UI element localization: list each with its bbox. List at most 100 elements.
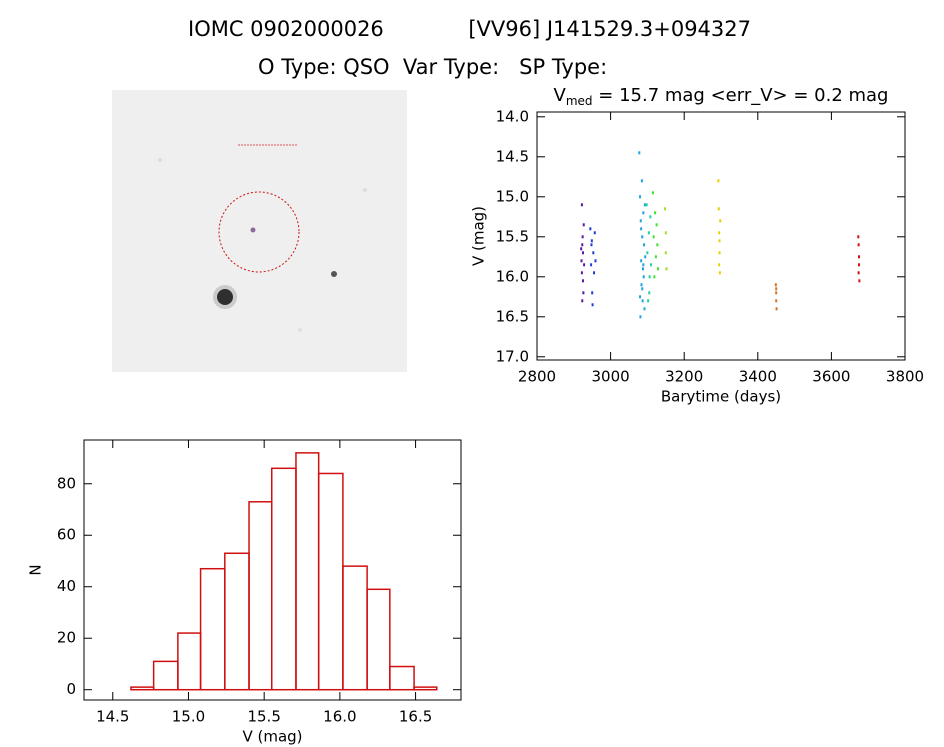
histogram-bar bbox=[248, 501, 273, 691]
data-point bbox=[591, 303, 594, 307]
histogram-bar bbox=[317, 472, 344, 691]
data-point bbox=[654, 211, 657, 215]
data-point bbox=[646, 251, 649, 255]
data-point bbox=[858, 255, 860, 259]
data-point bbox=[664, 231, 667, 235]
data-point bbox=[592, 251, 595, 255]
data-point bbox=[643, 243, 646, 247]
y-tick-label: 0 bbox=[66, 680, 76, 698]
histogram-bar bbox=[199, 567, 226, 691]
object-name: [VV96] J141529.3+094327 bbox=[468, 17, 751, 41]
data-point bbox=[580, 271, 583, 275]
x-tick-label: 16.0 bbox=[323, 708, 356, 726]
histogram-bar bbox=[295, 452, 320, 691]
y-tick-label: 17.0 bbox=[496, 347, 529, 365]
data-point bbox=[641, 235, 644, 239]
y-tick-label: 40 bbox=[57, 577, 76, 595]
sky-image bbox=[112, 90, 407, 372]
data-point bbox=[717, 179, 720, 183]
data-point bbox=[664, 207, 667, 211]
y-tick-label: 60 bbox=[57, 526, 76, 544]
data-point bbox=[655, 223, 658, 227]
x-tick-label: 2800 bbox=[518, 368, 556, 386]
data-point bbox=[582, 251, 584, 255]
image-background bbox=[112, 90, 407, 372]
data-point bbox=[775, 291, 778, 295]
data-point bbox=[718, 231, 721, 235]
x-tick-label: 16.5 bbox=[399, 708, 432, 726]
data-point bbox=[639, 315, 642, 319]
y-tick-label: 16.0 bbox=[496, 267, 529, 285]
data-point bbox=[640, 283, 643, 287]
data-point bbox=[593, 231, 596, 235]
y-tick-label: 80 bbox=[57, 474, 76, 492]
histogram-bar bbox=[130, 686, 155, 691]
data-point bbox=[718, 263, 721, 267]
data-point bbox=[583, 263, 586, 267]
histogram-bar bbox=[270, 467, 297, 691]
data-point bbox=[580, 203, 583, 207]
data-point bbox=[651, 191, 654, 195]
data-point bbox=[650, 263, 653, 267]
plot-frame bbox=[536, 111, 906, 361]
y-tick-label: 14.5 bbox=[496, 147, 529, 165]
object-types: O Type: QSO Var Type: SP Type: bbox=[258, 55, 607, 79]
data-point bbox=[645, 203, 648, 207]
data-point bbox=[580, 259, 583, 263]
data-point bbox=[652, 235, 655, 239]
data-point bbox=[718, 271, 721, 275]
plot-frame bbox=[83, 439, 462, 701]
data-point bbox=[641, 267, 644, 271]
x-tick-label: 3800 bbox=[886, 368, 924, 386]
x-tick-label: 15.5 bbox=[247, 708, 280, 726]
data-point bbox=[639, 295, 642, 299]
data-point bbox=[775, 287, 778, 291]
data-point bbox=[718, 251, 721, 255]
data-point bbox=[590, 243, 593, 247]
data-point bbox=[591, 291, 594, 295]
histogram-bar bbox=[177, 632, 202, 691]
y-axis-label: N bbox=[27, 564, 45, 575]
data-point bbox=[638, 151, 641, 155]
histogram-bar bbox=[413, 686, 438, 691]
data-point bbox=[719, 219, 722, 223]
faint-star bbox=[158, 158, 162, 162]
data-point bbox=[582, 223, 585, 227]
data-point bbox=[858, 279, 861, 283]
faint-star bbox=[363, 188, 367, 192]
data-point bbox=[581, 235, 584, 239]
data-point bbox=[641, 287, 644, 291]
x-tick-label: 3000 bbox=[592, 368, 630, 386]
data-point bbox=[580, 247, 583, 251]
data-point bbox=[647, 299, 650, 303]
x-tick-label: 3600 bbox=[812, 368, 850, 386]
y-tick-label: 15.0 bbox=[496, 187, 529, 205]
y-axis-label: V (mag) bbox=[470, 206, 488, 266]
data-point bbox=[640, 259, 643, 263]
data-point bbox=[640, 227, 643, 231]
data-point bbox=[857, 243, 860, 247]
star bbox=[331, 271, 337, 277]
data-point bbox=[582, 279, 584, 283]
x-tick-label: 3200 bbox=[665, 368, 703, 386]
data-point bbox=[639, 195, 642, 199]
data-point bbox=[647, 231, 650, 235]
data-point bbox=[644, 255, 647, 259]
histogram-bar bbox=[342, 565, 368, 691]
title-main: V bbox=[554, 85, 567, 106]
data-point bbox=[593, 271, 596, 275]
data-point bbox=[664, 251, 667, 255]
data-point bbox=[589, 227, 592, 231]
data-point bbox=[654, 255, 657, 259]
chart-title: Vmed = 15.7 mag <err_V> = 0.2 mag bbox=[554, 85, 889, 108]
data-point bbox=[774, 283, 777, 287]
data-point bbox=[858, 263, 860, 267]
histogram-bar bbox=[152, 660, 179, 691]
data-point bbox=[642, 211, 645, 215]
data-point bbox=[857, 235, 860, 239]
data-point bbox=[590, 239, 593, 243]
title-rest: = 15.7 mag <err_V> = 0.2 mag bbox=[593, 85, 889, 106]
object-id: IOMC 0902000026 bbox=[188, 17, 384, 41]
data-point bbox=[642, 263, 645, 267]
data-point bbox=[643, 203, 646, 207]
